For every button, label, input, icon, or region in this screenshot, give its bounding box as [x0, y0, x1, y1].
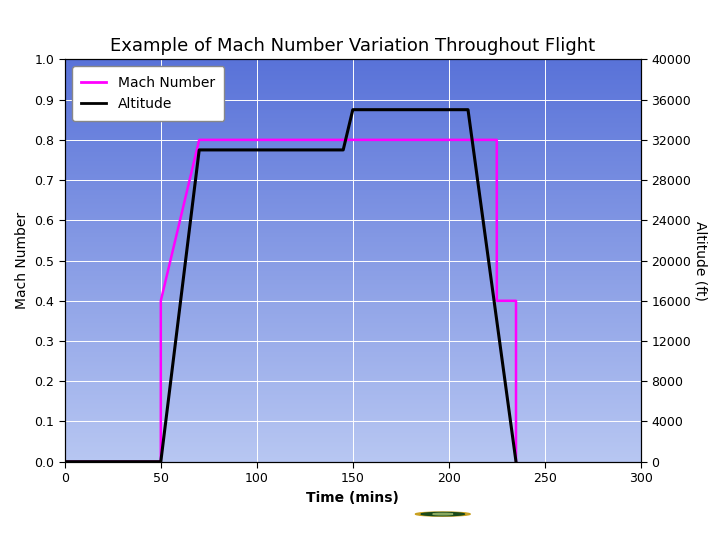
Altitude — [60, 458, 69, 465]
Mach Number — [492, 298, 501, 304]
Altitude — [512, 458, 521, 465]
Altitude — [348, 106, 357, 113]
Text: The Fuel Tank Flammability Assessment Method – Flammability Analysis: The Fuel Tank Flammability Assessment Me… — [14, 511, 390, 521]
Legend: Mach Number, Altitude: Mach Number, Altitude — [72, 66, 225, 121]
Line: Mach Number: Mach Number — [65, 140, 516, 462]
Y-axis label: Mach Number: Mach Number — [15, 212, 29, 309]
Mach Number — [339, 137, 348, 143]
Y-axis label: Altitude (ft): Altitude (ft) — [694, 221, 708, 300]
Mach Number — [512, 298, 521, 304]
Altitude — [464, 106, 472, 113]
Mach Number — [156, 458, 165, 465]
Circle shape — [415, 512, 470, 516]
Mach Number — [60, 458, 69, 465]
Altitude — [156, 458, 165, 465]
Text: Federal Aviation
Administration: Federal Aviation Administration — [472, 495, 586, 525]
Altitude — [339, 147, 348, 153]
Altitude — [195, 147, 204, 153]
X-axis label: Time (mins): Time (mins) — [307, 491, 399, 505]
Mach Number — [492, 137, 501, 143]
Mach Number — [156, 298, 165, 304]
Line: Altitude: Altitude — [65, 110, 516, 462]
Mach Number — [339, 137, 348, 143]
Mach Number — [512, 458, 521, 465]
Mach Number — [464, 137, 472, 143]
Altitude — [156, 458, 165, 465]
Circle shape — [421, 512, 464, 516]
Title: Example of Mach Number Variation Throughout Flight: Example of Mach Number Variation Through… — [110, 37, 595, 55]
Circle shape — [433, 514, 453, 515]
Altitude — [512, 458, 521, 465]
Mach Number — [195, 137, 204, 143]
